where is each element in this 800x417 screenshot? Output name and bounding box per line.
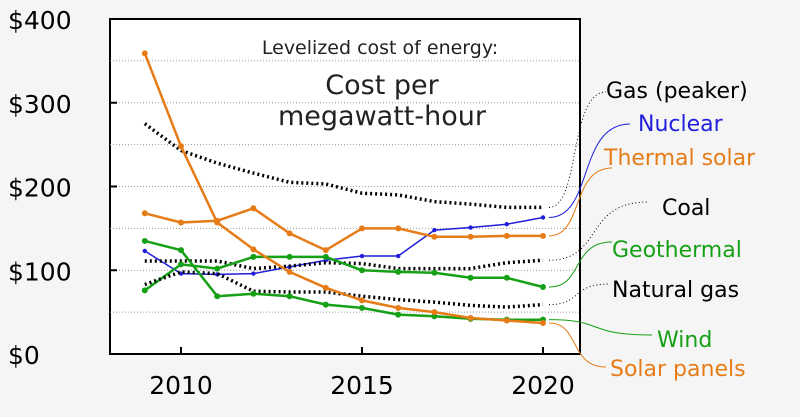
series-nuclear (142, 215, 546, 277)
data-point (467, 274, 474, 281)
data-point (250, 290, 257, 297)
chart-title: Levelized cost of energy: (262, 37, 498, 59)
data-point (503, 317, 510, 324)
data-point (214, 219, 221, 226)
grid-lines (110, 60, 580, 313)
data-point (142, 248, 147, 254)
data-point (178, 261, 184, 268)
chart-subtitle-line-2: megawatt-hour (278, 101, 487, 132)
series-line-solar-panels (143, 52, 544, 325)
x-tick-label: 2020 (511, 371, 575, 400)
data-point (250, 246, 257, 253)
label-gas-peaker: Gas (peaker) (606, 79, 748, 104)
data-point (395, 268, 402, 275)
series-line-geothermal (144, 255, 544, 292)
data-point (251, 271, 256, 276)
data-point (467, 233, 474, 240)
series-line-nuclear (144, 216, 544, 276)
data-point (395, 311, 402, 318)
label-solar-panels: Solar panels (610, 357, 746, 382)
series-gas-peaker (143, 122, 543, 210)
series-line-gas-peaker (143, 122, 543, 210)
label-nuclear: Nuclear (638, 112, 724, 137)
data-point (250, 253, 257, 260)
data-point (214, 293, 221, 300)
axis-ticks: 2010 2015 2020 $0 $100 $200 $300 $400 (8, 6, 575, 400)
data-point (141, 210, 148, 217)
leader-solar-panels (548, 322, 607, 368)
x-tick-label: 2015 (330, 371, 394, 400)
data-point (503, 232, 510, 239)
data-point (286, 293, 293, 300)
series-layer (141, 50, 546, 327)
data-point (359, 297, 365, 304)
data-point (431, 269, 438, 276)
data-point (322, 284, 329, 291)
data-point (431, 313, 438, 320)
data-point (178, 247, 184, 254)
data-point (214, 265, 221, 272)
y-tick-label: $0 (8, 341, 40, 370)
leader-thermal-solar (548, 167, 613, 237)
data-point (431, 309, 438, 316)
data-point (322, 253, 329, 260)
y-tick-label: $300 (8, 90, 72, 119)
data-point (359, 225, 365, 232)
data-point (432, 227, 437, 233)
label-wind: Wind (657, 328, 712, 353)
data-point (504, 221, 509, 227)
data-point (178, 143, 184, 150)
series-labels: Gas (peaker) Nuclear Thermal solar Coal Geot… (603, 79, 756, 382)
leader-nuclear (548, 123, 631, 218)
data-point (322, 301, 329, 308)
data-point (286, 230, 293, 237)
leader-geothermal (548, 241, 613, 288)
data-point (431, 233, 438, 240)
data-point (178, 271, 184, 276)
series-solar-panels (141, 50, 546, 327)
data-point (286, 268, 293, 275)
leader-coal (548, 201, 649, 261)
label-thermal-solar: Thermal solar (603, 146, 756, 171)
data-point (395, 225, 402, 232)
label-natural-gas: Natural gas (612, 278, 739, 303)
label-coal: Coal (662, 196, 710, 221)
leader-wind (548, 319, 653, 336)
data-point (178, 219, 184, 226)
data-point (467, 314, 474, 321)
series-geothermal (141, 253, 546, 294)
data-point (250, 205, 257, 212)
data-point (286, 253, 293, 260)
data-point (540, 320, 546, 327)
data-point (540, 215, 546, 220)
label-leader-lines (548, 91, 653, 368)
y-tick-label: $400 (8, 6, 72, 35)
data-point (359, 253, 365, 259)
data-point (141, 287, 148, 294)
leader-gas-peaker (548, 91, 607, 208)
x-tick-label: 2010 (149, 371, 213, 400)
data-point (468, 225, 473, 230)
data-point (141, 50, 148, 57)
data-point (540, 284, 546, 290)
data-point (359, 267, 365, 274)
data-point (503, 274, 510, 281)
label-geothermal: Geothermal (612, 238, 742, 263)
data-point (395, 304, 402, 311)
chart-subtitle-line-1: Cost per (325, 70, 439, 101)
y-tick-label: $200 (8, 174, 72, 203)
y-tick-label: $100 (8, 257, 72, 286)
data-point (540, 232, 546, 239)
data-point (396, 253, 401, 259)
data-point (141, 237, 148, 244)
data-point (322, 247, 329, 254)
data-point (359, 304, 365, 311)
series-line-thermal-solar (144, 207, 543, 252)
